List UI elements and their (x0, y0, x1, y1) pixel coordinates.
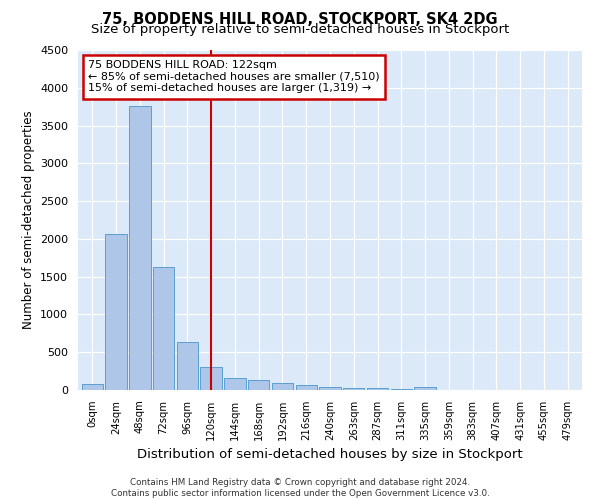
X-axis label: Distribution of semi-detached houses by size in Stockport: Distribution of semi-detached houses by … (137, 448, 523, 462)
Bar (343, 388, 364, 390)
Bar (319, 386, 341, 390)
Bar (296, 385, 317, 390)
Bar (224, 378, 245, 390)
Text: Size of property relative to semi-detached houses in Stockport: Size of property relative to semi-detach… (91, 22, 509, 36)
Bar (82, 384, 103, 390)
Text: Contains HM Land Registry data © Crown copyright and database right 2024.
Contai: Contains HM Land Registry data © Crown c… (110, 478, 490, 498)
Bar (391, 389, 412, 390)
Y-axis label: Number of semi-detached properties: Number of semi-detached properties (22, 110, 35, 330)
Bar (415, 386, 436, 390)
Bar (153, 267, 174, 390)
Bar (367, 388, 388, 390)
Text: 75 BODDENS HILL ROAD: 122sqm
← 85% of semi-detached houses are smaller (7,510)
1: 75 BODDENS HILL ROAD: 122sqm ← 85% of se… (88, 60, 380, 94)
Bar (106, 234, 127, 390)
Bar (272, 383, 293, 390)
Bar (200, 366, 222, 390)
Bar (129, 106, 151, 390)
Bar (176, 342, 198, 390)
Text: 75, BODDENS HILL ROAD, STOCKPORT, SK4 2DG: 75, BODDENS HILL ROAD, STOCKPORT, SK4 2D… (102, 12, 498, 28)
Bar (248, 380, 269, 390)
